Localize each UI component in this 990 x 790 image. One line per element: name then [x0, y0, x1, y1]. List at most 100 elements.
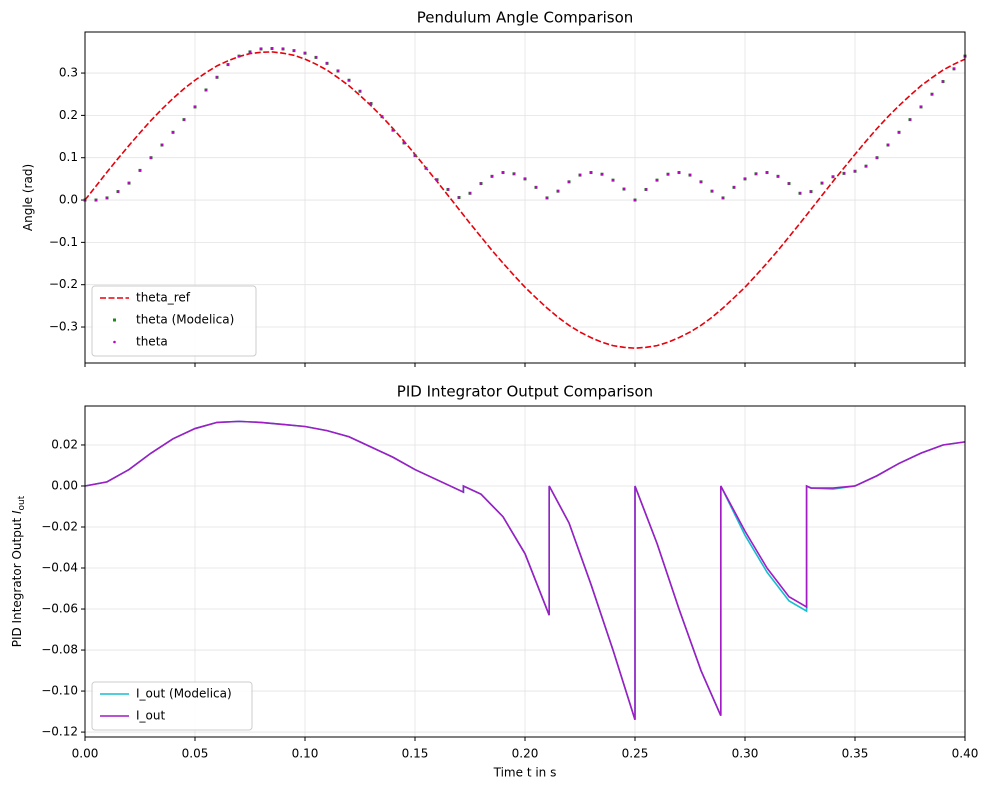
marker: [281, 47, 285, 51]
legend-label: theta_ref: [136, 291, 191, 305]
marker: [171, 131, 175, 134]
marker: [358, 89, 362, 93]
marker: [182, 118, 186, 121]
marker: [380, 115, 384, 118]
y-tick-label: 0.3: [59, 66, 78, 80]
marker: [699, 180, 703, 184]
marker: [776, 175, 780, 178]
marker: [809, 190, 813, 193]
x-tick-label: 0.05: [182, 747, 209, 761]
marker: [611, 178, 615, 182]
marker: [842, 172, 846, 175]
marker: [600, 172, 604, 176]
marker: [622, 187, 626, 191]
marker: [644, 188, 648, 191]
marker: [710, 189, 714, 193]
marker: [479, 182, 483, 185]
y-tick-label: −0.1: [49, 235, 78, 249]
marker: [864, 164, 868, 168]
marker: [798, 191, 802, 195]
marker: [633, 198, 637, 202]
x-tick-label: 0.40: [952, 747, 979, 761]
marker: [545, 196, 549, 200]
legend-box: [91, 285, 257, 357]
marker: [248, 50, 252, 54]
x-tick-label: 0.15: [402, 747, 429, 761]
axes-frame: [84, 405, 966, 738]
marker: [886, 143, 890, 147]
y-axis-label: Angle (rad): [21, 164, 35, 231]
marker: [523, 177, 527, 181]
marker: [270, 47, 274, 50]
series-line: [84, 51, 966, 349]
marker: [215, 75, 219, 79]
marker: [743, 177, 747, 181]
legend-label: theta: [136, 335, 168, 349]
marker: [732, 186, 736, 189]
legend-label: I_out: [136, 709, 165, 723]
y-axis-label-part: PID Integrator Output: [10, 518, 24, 648]
y-tick-label: −0.06: [41, 602, 78, 616]
marker: [94, 198, 98, 202]
legend-marker: [113, 340, 116, 344]
marker: [666, 172, 670, 176]
y-tick-label: −0.10: [41, 684, 78, 698]
y-axis-label: PID Integrator Output Iout: [10, 495, 27, 647]
marker: [424, 166, 428, 170]
marker: [391, 128, 395, 132]
legend-box: [91, 681, 253, 731]
marker: [655, 178, 659, 182]
marker: [589, 171, 593, 174]
marker: [138, 169, 142, 172]
marker: [325, 62, 329, 65]
y-tick-label: 0.1: [59, 150, 78, 164]
marker: [116, 190, 120, 193]
x-tick-label: 0.30: [732, 747, 759, 761]
marker: [952, 67, 956, 71]
x-tick-label: 0.00: [72, 747, 99, 761]
marker: [930, 92, 934, 96]
marker: [490, 175, 494, 178]
marker: [347, 78, 351, 82]
x-tick-label: 0.10: [292, 747, 319, 761]
marker: [721, 196, 725, 200]
marker: [567, 180, 571, 184]
chart-title: PID Integrator Output Comparison: [397, 383, 653, 401]
y-tick-label: 0.02: [51, 437, 78, 451]
y-axis-label-part: Angle (rad): [21, 164, 35, 231]
marker: [446, 188, 450, 191]
legend-label: I_out (Modelica): [136, 687, 232, 701]
marker: [259, 47, 263, 51]
marker: [853, 169, 857, 173]
marker: [501, 171, 505, 174]
marker: [677, 171, 681, 174]
marker: [468, 191, 472, 195]
marker: [908, 118, 912, 121]
y-tick-label: −0.02: [41, 519, 78, 533]
y-tick-label: −0.08: [41, 643, 78, 657]
marker: [831, 175, 835, 179]
x-tick-label: 0.35: [842, 747, 869, 761]
marker: [578, 173, 582, 177]
y-tick-label: −0.2: [49, 277, 78, 291]
x-tick-label: 0.25: [622, 747, 649, 761]
y-tick-label: −0.12: [41, 725, 78, 739]
marker: [413, 154, 417, 157]
y-axis-label-part: out: [17, 495, 27, 510]
marker: [787, 182, 791, 185]
y-tick-label: 0.0: [59, 193, 78, 207]
series-line: [84, 420, 966, 721]
marker: [237, 54, 241, 58]
marker: [226, 63, 230, 66]
marker: [127, 181, 131, 185]
legend-label: theta (Modelica): [136, 313, 234, 327]
marker: [314, 56, 318, 59]
marker: [820, 181, 824, 185]
marker: [512, 172, 516, 176]
marker: [754, 172, 758, 176]
marker: [534, 186, 538, 189]
marker: [149, 156, 153, 160]
marker: [941, 80, 945, 83]
marker: [303, 51, 307, 55]
